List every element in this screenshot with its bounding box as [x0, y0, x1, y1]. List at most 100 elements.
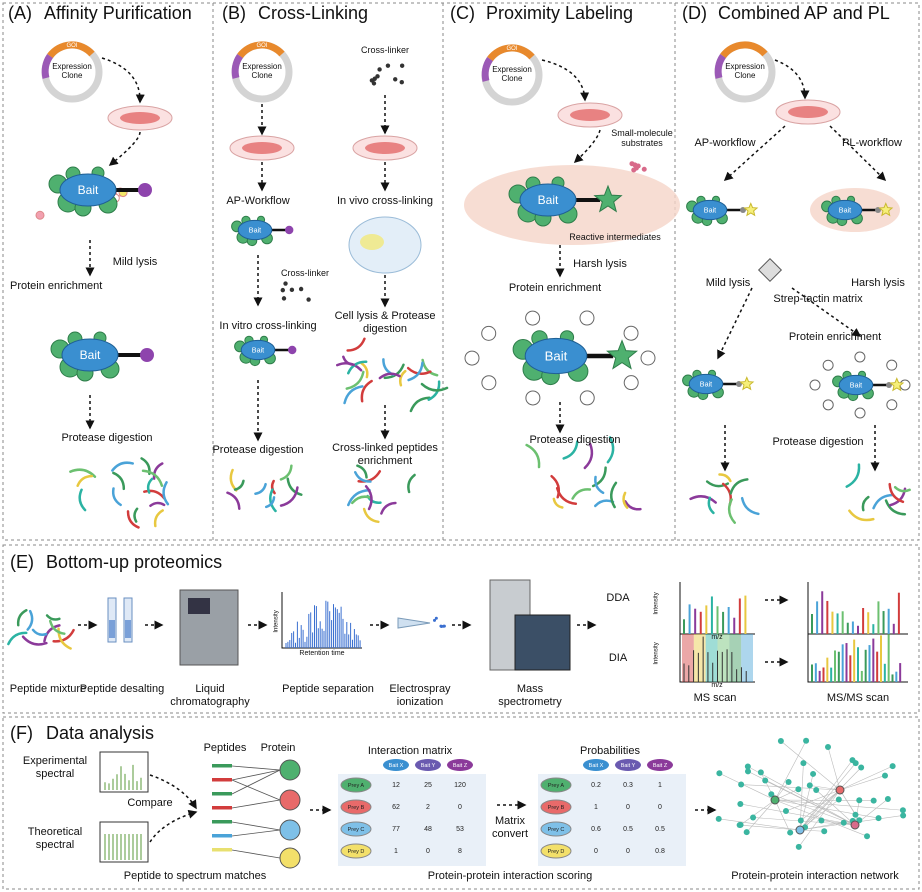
table-cell: 53 — [456, 826, 464, 833]
bead — [822, 399, 834, 411]
peptide — [152, 462, 164, 480]
step-label: Mass spectrometry — [498, 683, 562, 708]
panel-title: Combined AP and PL — [718, 3, 890, 23]
peptide — [357, 470, 382, 483]
table-cell: 62 — [392, 804, 400, 811]
row-header-label: Prey C — [548, 827, 565, 833]
network-node — [797, 817, 804, 824]
peptide — [893, 485, 911, 493]
bead — [640, 350, 656, 366]
isolation-window — [717, 634, 730, 682]
droplet — [440, 625, 444, 629]
peptide — [525, 443, 541, 469]
peptide — [153, 509, 164, 528]
network-edge — [740, 803, 856, 826]
network-node — [750, 814, 757, 821]
bait-protein — [59, 173, 117, 207]
network-edge — [799, 762, 856, 831]
network-node — [757, 769, 764, 776]
peptide — [111, 461, 134, 472]
peptide-bar — [212, 834, 232, 838]
peptide — [233, 479, 245, 491]
network-node — [795, 786, 802, 793]
network-edge — [821, 820, 856, 826]
peptide — [345, 370, 365, 390]
network-edge — [753, 817, 856, 826]
network-edge — [740, 799, 776, 826]
peptide — [705, 480, 730, 488]
network-edge — [718, 818, 801, 831]
peptide — [149, 501, 166, 508]
peptide — [729, 478, 749, 495]
arrow — [108, 131, 141, 166]
plasmid-insert — [237, 41, 285, 59]
peptide — [610, 481, 618, 509]
network-node — [737, 821, 744, 828]
bait-label: Bait — [700, 379, 712, 388]
match-link — [231, 769, 281, 781]
peptide — [69, 468, 97, 478]
axis-label: Intensity — [653, 592, 660, 615]
cross-linker-dot — [371, 81, 377, 86]
arrow — [829, 125, 887, 182]
peptide — [26, 609, 34, 631]
cross-linker-dot — [298, 286, 304, 292]
panel-label: (E) — [10, 552, 34, 572]
spectrum-box — [99, 821, 149, 863]
ligase — [739, 376, 755, 391]
network-node — [899, 807, 906, 814]
network-edge — [746, 799, 776, 833]
network-edge — [774, 740, 807, 801]
row-header — [340, 821, 372, 837]
peptide — [707, 496, 715, 515]
bead — [525, 310, 541, 326]
peptide — [350, 495, 373, 505]
peptide — [398, 369, 407, 387]
goi-label: GOI — [66, 43, 77, 49]
peptide — [264, 496, 276, 509]
ligase — [878, 202, 894, 217]
peptide — [407, 361, 424, 382]
network-edge — [747, 766, 856, 826]
table-cell: 0.5 — [623, 826, 633, 833]
peptide — [111, 487, 122, 507]
clone-label: Expression Clone — [242, 62, 282, 81]
step-label: Protein-protein interaction network — [731, 870, 899, 882]
match-link — [231, 829, 281, 837]
network-node — [882, 772, 889, 779]
row-header-label: Prey B — [548, 805, 565, 811]
bait-label: Bait — [545, 348, 568, 363]
network-node — [884, 796, 891, 803]
peptide — [380, 501, 397, 515]
peptide — [126, 510, 140, 529]
droplet — [442, 624, 446, 628]
resin — [109, 620, 115, 638]
panel-label: (D) — [682, 3, 707, 23]
peptide — [360, 379, 373, 403]
table-cell: 0.5 — [655, 826, 665, 833]
column-header — [647, 759, 673, 771]
table-title: Interaction matrix — [367, 745, 453, 757]
cells — [788, 106, 828, 118]
peptide — [254, 482, 267, 495]
peptide — [43, 624, 61, 643]
column-header — [447, 759, 473, 771]
isolation-window — [682, 634, 694, 682]
step-label: Protein enrichment — [508, 282, 602, 294]
row-header — [340, 799, 372, 815]
mode-label: DIA — [608, 652, 628, 664]
step-label: Peptide desalting — [79, 683, 165, 695]
step-label: Protease digestion — [61, 432, 153, 444]
table-cell: 1 — [594, 804, 598, 811]
cross-linker-dot — [280, 287, 285, 293]
step-label: Protease digestion — [772, 436, 864, 448]
step-label: MS scan — [693, 692, 737, 704]
network-node — [803, 737, 810, 744]
table-cell: 0.6 — [591, 826, 601, 833]
row-header — [540, 799, 572, 815]
row-header — [540, 821, 572, 837]
cross-linker-dot — [377, 67, 382, 72]
match-link — [231, 769, 281, 795]
panel-label: (A) — [8, 3, 32, 23]
peptide — [409, 396, 431, 413]
